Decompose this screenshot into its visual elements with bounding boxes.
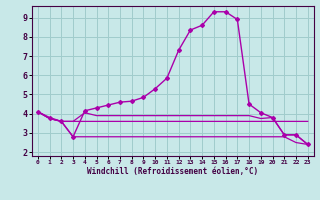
X-axis label: Windchill (Refroidissement éolien,°C): Windchill (Refroidissement éolien,°C) — [87, 167, 258, 176]
